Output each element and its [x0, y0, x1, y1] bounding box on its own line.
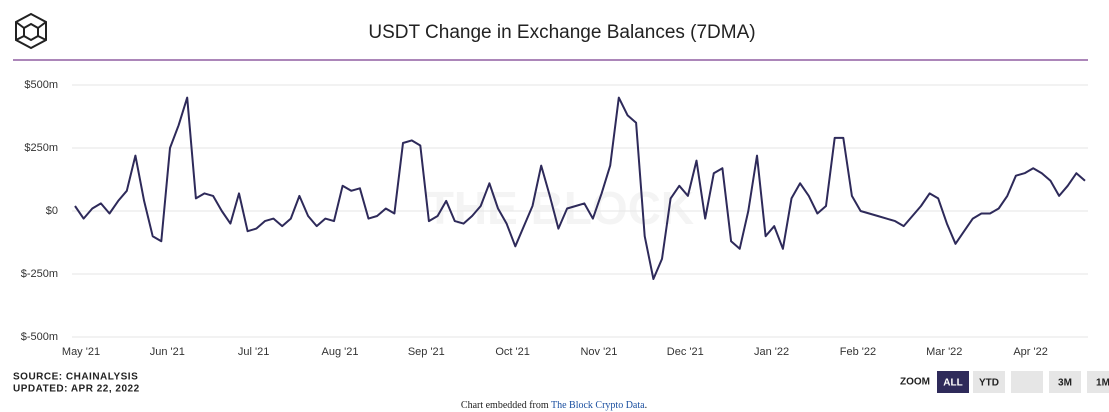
x-tick-label: May '21 [62, 346, 100, 358]
zoom-label: ZOOM [900, 377, 930, 388]
y-tick-label: $-250m [21, 268, 58, 280]
zoom-button-label[interactable]: 1M [1096, 378, 1109, 389]
y-tick-label: $250m [24, 142, 58, 154]
zoom-button[interactable] [1011, 371, 1043, 393]
x-tick-label: Feb '22 [840, 346, 876, 358]
zoom-button[interactable] [1087, 371, 1109, 393]
chart-title: USDT Change in Exchange Balances (7DMA) [368, 22, 755, 43]
logo [15, 12, 47, 50]
x-tick-label: Jul '21 [238, 346, 269, 358]
zoom-button[interactable] [1049, 371, 1081, 393]
y-tick-label: $-500m [21, 331, 58, 343]
footer-link[interactable]: The Block Crypto Data [551, 400, 645, 411]
plot-area: $-500m $-250m $0 $250m $500m May '21 Jun '21 Ju… [21, 79, 1088, 358]
x-tick-label: Jun '21 [150, 346, 185, 358]
footer-prefix: Chart embedded from [461, 400, 551, 411]
x-tick-label: Jan '22 [754, 346, 789, 358]
footer: Chart embedded from The Block Crypto Dat… [461, 400, 647, 411]
x-tick-label: Mar '22 [926, 346, 962, 358]
x-tick-label: Dec '21 [667, 346, 704, 358]
zoom-button[interactable] [937, 371, 969, 393]
footer-suffix: . [645, 400, 648, 411]
x-tick-label: Nov '21 [580, 346, 617, 358]
zoom-buttons: ALL YTD 3M 1M [937, 371, 1109, 393]
updated: UPDATED: APR 22, 2022 [13, 384, 140, 395]
y-tick-label: $500m [24, 79, 58, 91]
data-line [74, 96, 1086, 280]
source: SOURCE: CHAINALYSIS [13, 372, 138, 383]
x-tick-label: Aug '21 [321, 346, 358, 358]
x-tick-label: Apr '22 [1013, 346, 1048, 358]
zoom-button-label[interactable]: ALL [943, 378, 962, 389]
zoom-button-label[interactable]: YTD [979, 378, 999, 389]
zoom-button-label[interactable]: 3M [1058, 378, 1072, 389]
x-tick-label: Sep '21 [408, 346, 445, 358]
y-tick-label: $0 [46, 205, 58, 217]
zoom-button[interactable] [973, 371, 1005, 393]
x-tick-label: Oct '21 [495, 346, 530, 358]
